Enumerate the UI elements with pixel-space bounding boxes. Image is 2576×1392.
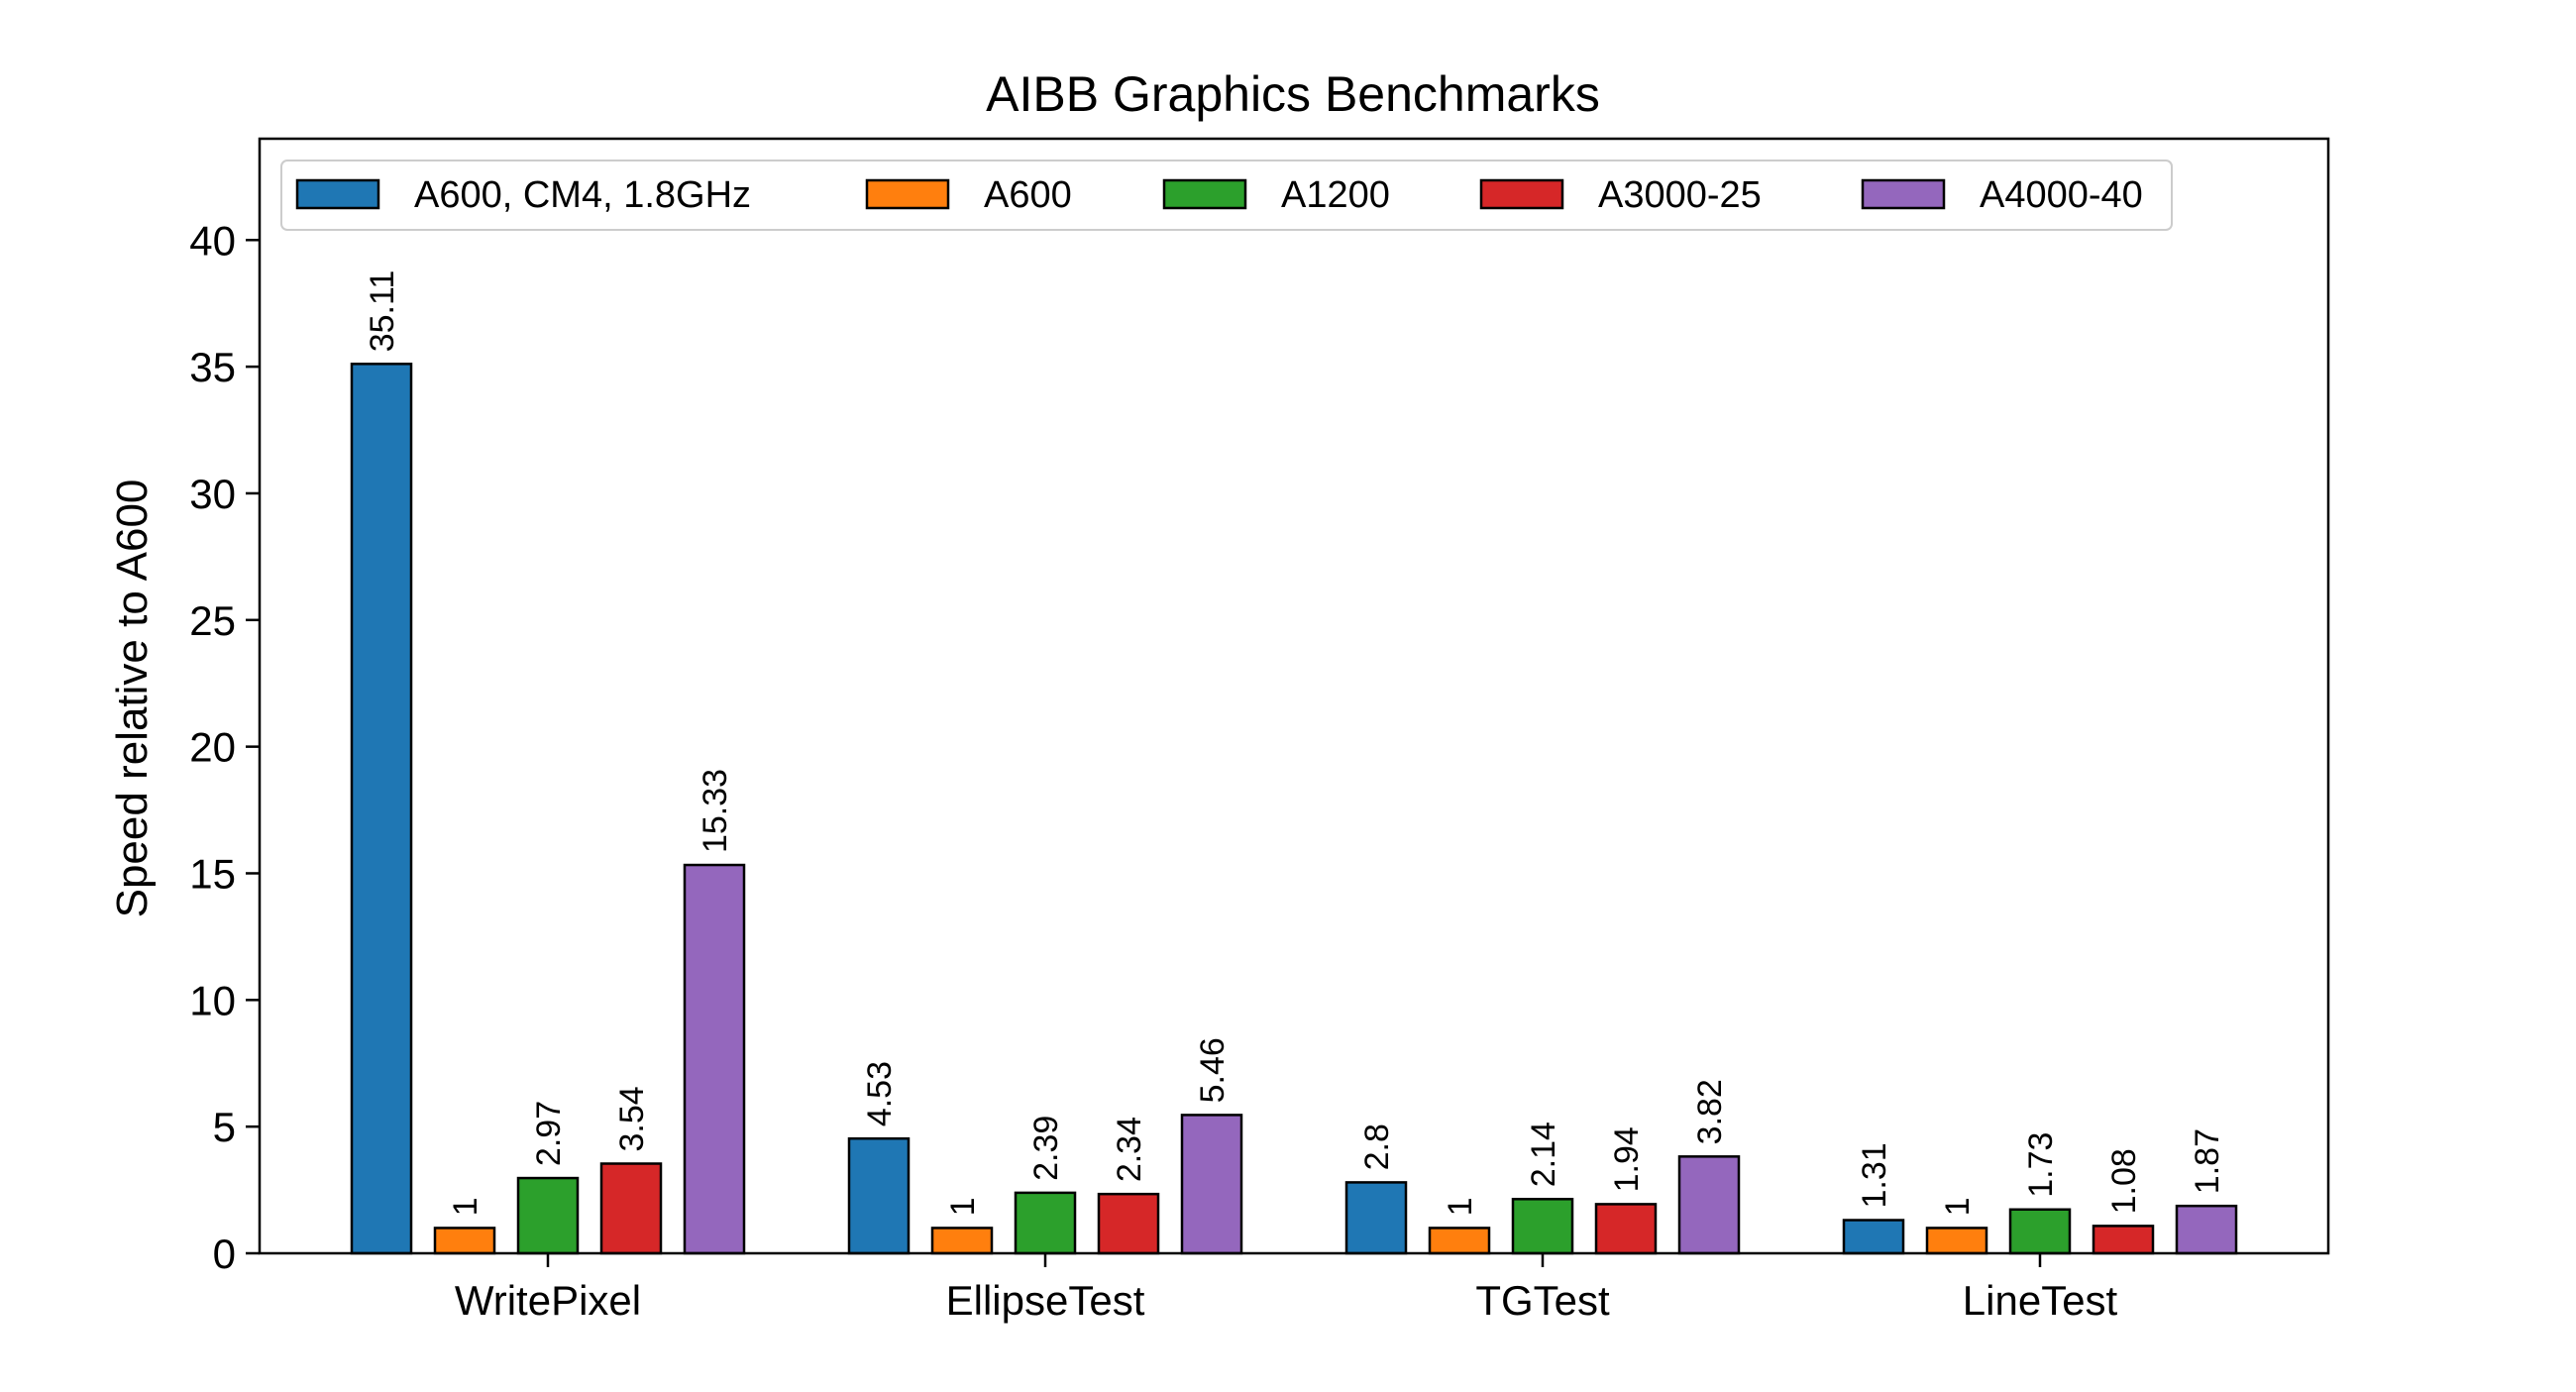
legend: A600, CM4, 1.8GHz A600 A1200 A3000-25 A4000-… (280, 160, 2173, 231)
y-axis-ticks: 0 5 10 15 20 25 30 35 40 (189, 217, 260, 1277)
data-label-tgtest-a3000-25: 1.94 (1608, 1126, 1646, 1192)
chart-title: AIBB Graphics Benchmarks (986, 66, 1600, 122)
x-axis-ticks: WritePixel EllipseTest TGTest LineTest (455, 1253, 2118, 1324)
legend-swatch-a4000-40 (1861, 178, 1946, 210)
legend-label-a600: A600 (984, 174, 1072, 216)
x-tick-label-writepixel: WritePixel (455, 1277, 641, 1324)
bar-linetest-a3000-25 (2092, 1225, 2155, 1255)
data-label-linetest-a600: 1 (1939, 1198, 1977, 1217)
y-axis-label: Speed relative to A600 (108, 480, 157, 918)
bar-linetest-a600-cm4-1-8ghz (1842, 1219, 1905, 1255)
data-label-linetest-a3000-25: 1.08 (2105, 1148, 2143, 1214)
y-tick-label: 10 (189, 977, 236, 1023)
bar-ellipsetest-a600-cm4-1-8ghz (847, 1136, 911, 1255)
data-label-linetest-a600-cm4-1-8ghz: 1.31 (1856, 1142, 1893, 1208)
data-label-writepixel-a4000-40: 15.33 (697, 769, 734, 853)
legend-label-a1200: A1200 (1281, 174, 1390, 216)
y-tick-label: 40 (189, 217, 236, 264)
legend-label-a3000-25: A3000-25 (1598, 174, 1762, 216)
data-label-writepixel-a600-cm4-1-8ghz: 35.11 (364, 270, 401, 353)
bar-writepixel-a3000-25 (599, 1162, 663, 1255)
bar-tgtest-a3000-25 (1594, 1203, 1658, 1255)
data-label-writepixel-a1200: 2.97 (530, 1101, 568, 1166)
plot-area-frame (258, 137, 2330, 1255)
data-label-ellipsetest-a600: 1 (944, 1198, 982, 1217)
data-label-tgtest-a4000-40: 3.82 (1691, 1079, 1729, 1144)
y-tick-label: 20 (189, 724, 236, 771)
y-tick-label: 5 (213, 1104, 236, 1150)
bar-tgtest-a600-cm4-1-8ghz (1344, 1181, 1408, 1255)
bar-tgtest-a4000-40 (1677, 1155, 1741, 1255)
legend-swatch-a1200 (1162, 178, 1247, 210)
bar-linetest-a4000-40 (2175, 1204, 2238, 1255)
data-label-ellipsetest-a600-cm4-1-8ghz: 4.53 (861, 1061, 899, 1126)
bar-linetest-a1200 (2008, 1208, 2072, 1255)
data-label-tgtest-a600: 1 (1442, 1198, 1479, 1217)
legend-swatch-a600 (865, 178, 950, 210)
bar-ellipsetest-a3000-25 (1097, 1192, 1160, 1255)
x-tick-label-ellipsetest: EllipseTest (946, 1277, 1145, 1324)
bar-ellipsetest-a4000-40 (1180, 1114, 1243, 1255)
legend-swatch-a3000-25 (1479, 178, 1564, 210)
bar-writepixel-a1200 (516, 1176, 580, 1255)
data-label-ellipsetest-a3000-25: 2.34 (1111, 1117, 1148, 1182)
x-tick-label-tgtest: TGTest (1475, 1277, 1610, 1324)
y-tick-label: 35 (189, 344, 236, 390)
bars-group (350, 363, 2238, 1255)
data-label-ellipsetest-a1200: 2.39 (1027, 1116, 1065, 1181)
bar-writepixel-a600-cm4-1-8ghz (350, 363, 413, 1255)
legend-label-a4000-40: A4000-40 (1980, 174, 2143, 216)
bar-tgtest-a600 (1428, 1227, 1491, 1255)
data-label-tgtest-a600-cm4-1-8ghz: 2.8 (1358, 1124, 1396, 1170)
bar-tgtest-a1200 (1511, 1198, 1574, 1255)
bar-ellipsetest-a1200 (1014, 1191, 1077, 1255)
bar-writepixel-a4000-40 (683, 863, 746, 1255)
y-tick-label: 0 (213, 1231, 236, 1277)
bar-linetest-a600 (1925, 1227, 1988, 1255)
data-label-tgtest-a1200: 2.14 (1525, 1122, 1562, 1187)
legend-label-a600-cm4-1-8ghz: A600, CM4, 1.8GHz (414, 174, 751, 216)
legend-swatch-a600-cm4-1-8ghz (295, 178, 380, 210)
bar-ellipsetest-a600 (930, 1227, 994, 1255)
data-labels-group: 35.11 1 2.97 3.54 15.33 4.53 1 2.39 2.34 5.46 2.8 1… (364, 270, 2226, 1217)
bar-writepixel-a600 (433, 1227, 496, 1255)
y-tick-label: 15 (189, 850, 236, 897)
data-label-linetest-a1200: 1.73 (2022, 1132, 2060, 1198)
data-label-writepixel-a600: 1 (447, 1198, 484, 1217)
data-label-linetest-a4000-40: 1.87 (2189, 1128, 2226, 1194)
data-label-writepixel-a3000-25: 3.54 (613, 1086, 651, 1151)
x-tick-label-linetest: LineTest (1963, 1277, 2118, 1324)
y-tick-label: 25 (189, 597, 236, 644)
y-tick-label: 30 (189, 471, 236, 517)
data-label-ellipsetest-a4000-40: 5.46 (1194, 1037, 1232, 1103)
